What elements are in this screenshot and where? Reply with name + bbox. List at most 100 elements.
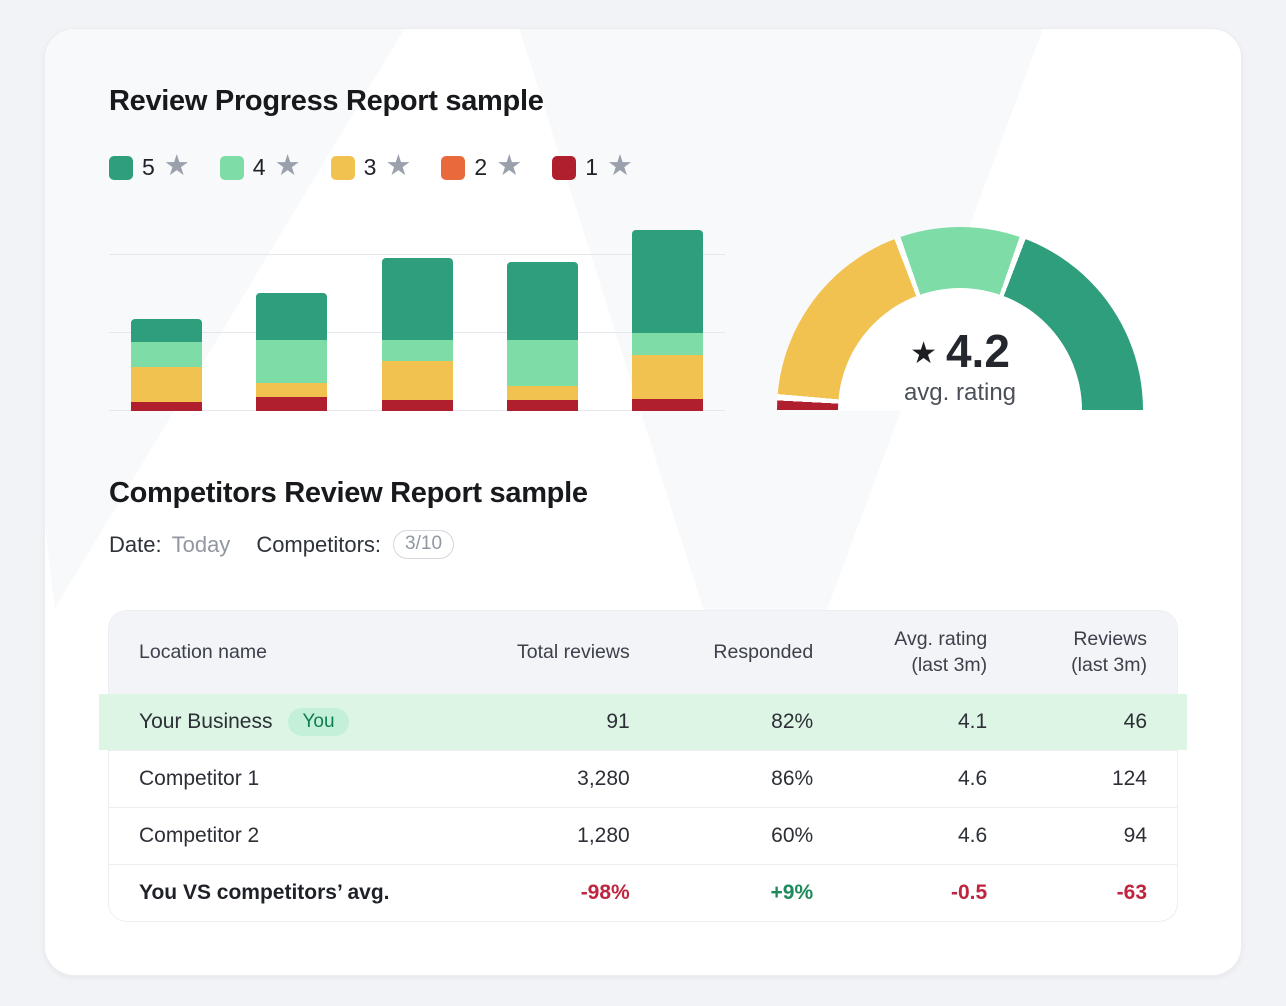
star-icon: ★: [385, 150, 412, 182]
location-cell: Your Business You: [139, 708, 432, 737]
column-header-2: Responded: [713, 640, 814, 663]
bar-segment-4-stars: [506, 340, 578, 386]
charts-row: ★ 4.2 avg. rating: [109, 225, 1177, 411]
bar-segment-1-star: [256, 397, 328, 411]
progress-report-title: Review Progress Report sample: [109, 85, 544, 117]
bar-segment-5-stars: [131, 319, 202, 342]
legend-item-4: 4 ★: [219, 150, 301, 182]
legend-label: 4: [252, 154, 266, 180]
table-cell: 82%: [771, 710, 814, 734]
bar-segment-5-stars: [506, 262, 578, 340]
stacked-bar-chart: [109, 225, 725, 411]
column-header-3: Avg. rating (last 3m): [894, 628, 988, 676]
table-header-row: Location name Total reviews Responded Avg. …: [109, 611, 1177, 695]
legend-label: 5: [142, 154, 155, 180]
gauge-value: ★ 4.2: [777, 326, 1143, 377]
table-cell: 124: [1111, 767, 1147, 791]
legend-swatch: [109, 155, 133, 180]
legend-swatch: [219, 155, 244, 180]
competitors-section: Competitors Review Report sample Date: T…: [109, 477, 1177, 922]
legend-swatch: [552, 155, 577, 180]
bar-2: [256, 293, 328, 411]
table-cell: 91: [606, 710, 630, 734]
star-icon: ★: [910, 337, 937, 371]
avg-rating-number: 4.2: [945, 325, 1010, 378]
bar-segment-4-stars: [381, 340, 453, 361]
gauge-center: ★ 4.2 avg. rating: [777, 326, 1143, 411]
summary-label: You VS competitors’ avg.: [139, 881, 390, 905]
bar-4: [506, 262, 578, 411]
bar-segment-3-stars: [632, 355, 703, 399]
table-row: Your Business You 91 82% 4.1 46: [109, 694, 1177, 751]
stacked-bar-chart-bars: [109, 225, 725, 411]
gridline: [109, 254, 725, 255]
summary-cell: -0.5: [950, 881, 988, 905]
summary-cell: -98%: [580, 881, 630, 905]
table-cell: 1,280: [577, 824, 630, 848]
legend-item-1: 1 ★: [552, 150, 633, 182]
location-cell: Competitor 2: [139, 824, 432, 848]
bar-segment-5-stars: [381, 258, 453, 340]
summary-cell: -63: [1116, 881, 1147, 905]
bar-segment-4-stars: [131, 342, 202, 367]
bar-segment-3-stars: [256, 383, 328, 397]
legend-label: 1: [585, 154, 598, 180]
report-card: Review Progress Report sample 5 ★ 4 ★ 3 ★ 2 ★ 1 ★…: [44, 28, 1242, 976]
table-row: Competitor 1 3,280 86% 4.6 124: [109, 750, 1177, 807]
bar-segment-5-stars: [256, 293, 328, 340]
location-name: Competitor 2: [139, 824, 260, 848]
table-cell: 4.6: [957, 767, 988, 791]
legend-label: 2: [474, 154, 488, 180]
report-meta: Date: Today Competitors: 3/10: [109, 530, 1177, 559]
star-icon: ★: [274, 150, 301, 182]
legend-swatch: [441, 155, 466, 180]
bar-5: [632, 230, 703, 411]
you-badge: You: [288, 708, 349, 737]
column-header-1: Total reviews: [517, 640, 630, 663]
location-name: Your Business: [139, 710, 273, 734]
bar-segment-1-star: [632, 399, 703, 411]
table-cell: 86%: [771, 767, 814, 791]
legend-label: 3: [363, 154, 377, 180]
bar-segment-1-star: [506, 400, 578, 411]
table-row: Competitor 2 1,280 60% 4.6 94: [109, 807, 1177, 864]
location-name: Competitor 1: [139, 767, 260, 791]
competitors-label: Competitors:: [256, 531, 382, 557]
table-cell: 60%: [771, 824, 814, 848]
avg-rating-gauge: ★ 4.2 avg. rating: [777, 227, 1143, 411]
legend-item-5: 5 ★: [109, 150, 190, 182]
table-cell: 3,280: [577, 767, 630, 791]
date-value: Today: [171, 531, 231, 557]
table-cell: 4.6: [957, 824, 988, 848]
star-icon: ★: [606, 150, 633, 182]
summary-row: You VS competitors’ avg. -98% +9% -0.5 -63: [109, 864, 1177, 921]
star-legend: 5 ★ 4 ★ 3 ★ 2 ★ 1 ★: [109, 150, 1177, 182]
table-cell: 4.1: [957, 710, 988, 734]
star-icon: ★: [496, 150, 523, 182]
table-cell: 46: [1123, 710, 1147, 734]
location-cell: Competitor 1: [139, 767, 432, 791]
legend-swatch: [330, 155, 355, 180]
summary-cell: +9%: [770, 881, 814, 905]
bar-segment-3-stars: [506, 386, 578, 400]
bar-segment-3-stars: [381, 361, 453, 400]
bar-segment-5-stars: [632, 230, 703, 333]
table-cell: 94: [1123, 824, 1147, 848]
table-body: Your Business You 91 82% 4.1 46 Competitor 1 3,…: [109, 694, 1177, 921]
date-label: Date:: [109, 531, 162, 557]
bar-segment-1-star: [381, 400, 453, 411]
column-header-4: Reviews (last 3m): [1071, 628, 1147, 676]
gauge-label: avg. rating: [903, 379, 1017, 406]
bar-segment-4-stars: [632, 333, 703, 355]
competitors-count-badge: 3/10: [393, 530, 455, 559]
competitors-table: Location name Total reviews Responded Avg. …: [109, 611, 1177, 922]
bar-segment-1-star: [131, 402, 202, 411]
bar-1: [131, 319, 202, 411]
star-icon: ★: [163, 150, 190, 182]
legend-item-3: 3 ★: [330, 150, 412, 182]
legend-item-2: 2 ★: [441, 150, 523, 182]
competitors-report-title: Competitors Review Report sample: [109, 477, 588, 509]
column-header-0: Location name: [139, 640, 267, 663]
bar-3: [381, 258, 453, 411]
